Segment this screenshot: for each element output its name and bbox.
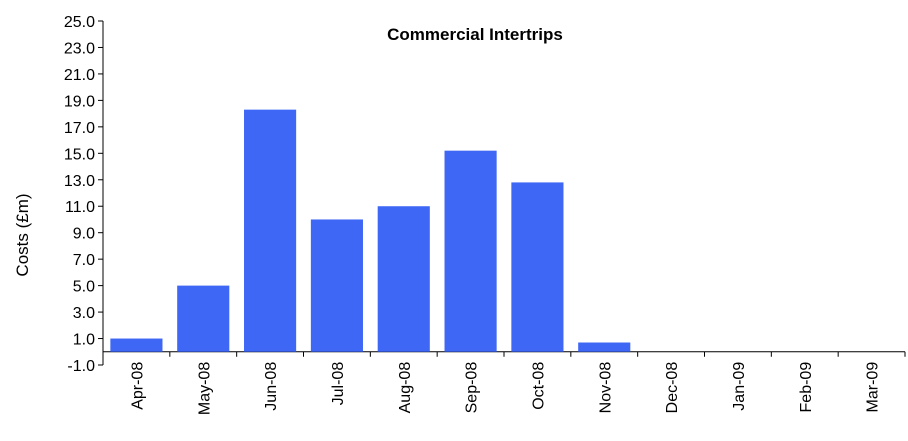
bar-jul-08 — [310, 219, 363, 352]
bar-oct-08 — [511, 182, 564, 352]
x-tick-label: Feb-09 — [798, 362, 815, 413]
y-tick-label: 17.0 — [64, 120, 95, 137]
x-tick-label: Jul-08 — [330, 362, 347, 406]
x-tick-label: Apr-08 — [129, 362, 146, 410]
bar-sep-08 — [444, 150, 497, 352]
y-tick-label: 13.0 — [64, 173, 95, 190]
y-tick-label: -1.0 — [67, 358, 95, 375]
y-tick-label: 23.0 — [64, 40, 95, 57]
y-axis-label: Costs (£m) — [13, 193, 32, 276]
x-tick-label: May-08 — [196, 362, 213, 415]
y-tick-label: 21.0 — [64, 67, 95, 84]
x-tick-label: Aug-08 — [397, 362, 414, 414]
y-tick-label: 19.0 — [64, 93, 95, 110]
y-tick-label: 25.0 — [64, 14, 95, 31]
bar-nov-08 — [578, 342, 631, 352]
chart-title: Commercial Intertrips — [387, 25, 563, 44]
y-tick-label: 3.0 — [73, 305, 95, 322]
x-tick-label: Sep-08 — [464, 362, 481, 414]
x-tick-label: Oct-08 — [530, 362, 547, 410]
y-tick-label: 1.0 — [73, 332, 95, 349]
y-tick-label: 15.0 — [64, 146, 95, 163]
y-tick-label: 11.0 — [65, 199, 95, 216]
bar-apr-08 — [110, 338, 163, 352]
y-tick-label: 7.0 — [73, 252, 95, 269]
bars — [110, 109, 631, 352]
bar-aug-08 — [377, 206, 430, 352]
x-tick-label: Jun-08 — [263, 362, 280, 411]
x-tick-label: Nov-08 — [597, 362, 614, 414]
bar-may-08 — [177, 285, 230, 352]
bar-jun-08 — [244, 109, 297, 352]
y-ticks: -1.0 1.0 3.0 5.0 7.0 9.0 11.0 13.0 15.0 17.0 19.0 2… — [64, 14, 103, 375]
x-tick-label: Jan-09 — [731, 362, 748, 411]
y-tick-label: 9.0 — [73, 226, 95, 243]
x-tick-label: Dec-08 — [664, 362, 681, 414]
x-tick-label: Mar-09 — [865, 362, 882, 413]
y-tick-label: 5.0 — [73, 279, 95, 296]
x-ticks: Apr-08 May-08 Jun-08 Jul-08 Aug-08 Sep-08 Oct-… — [129, 351, 906, 415]
